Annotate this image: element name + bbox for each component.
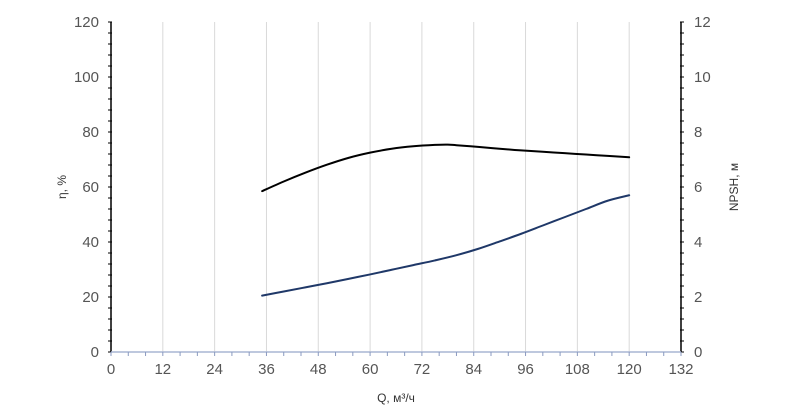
y-right-tick-label: 10: [694, 69, 711, 86]
x-tick-label: 132: [668, 361, 693, 378]
axes: [108, 21, 684, 356]
x-tick-label: 0: [107, 361, 115, 378]
x-tick-label: 48: [310, 361, 327, 378]
efficiency-curve: [261, 143, 631, 193]
x-tick-label: 96: [517, 361, 534, 378]
npsh-curve: [261, 194, 631, 297]
y-left-tick-label: 0: [91, 344, 99, 361]
x-tick-label: 108: [565, 361, 590, 378]
y-right-tick-label: 0: [694, 344, 702, 361]
y-right-tick-label: 6: [694, 179, 702, 196]
x-tick-label: 60: [362, 361, 379, 378]
x-tick-label: 36: [258, 361, 275, 378]
y-right-tick-label: 12: [694, 14, 711, 31]
y-left-tick-label: 120: [74, 14, 99, 31]
y-right-tick-label: 4: [694, 234, 702, 251]
x-tick-label: 120: [617, 361, 642, 378]
x-tick-label: 24: [206, 361, 223, 378]
x-tick-label: 12: [154, 361, 171, 378]
y-left-tick-label: 80: [82, 124, 99, 141]
y-left-tick-label: 60: [82, 179, 99, 196]
y-left-tick-label: 20: [82, 289, 99, 306]
y-right-tick-label: 8: [694, 124, 702, 141]
x-axis-title: Q, м³/ч: [377, 391, 415, 405]
y-right-axis-title: NPSH, м: [727, 163, 741, 211]
y-left-tick-label: 100: [74, 69, 99, 86]
labels: Q, м³/ч η, % NPSH, м 0 12 24 36 48 60 72 84 96 10…: [55, 14, 741, 405]
grid: [162, 22, 630, 352]
series-layer: [261, 143, 631, 297]
y-right-tick-label: 2: [694, 289, 702, 306]
x-tick-label: 84: [465, 361, 482, 378]
y-left-tick-label: 40: [82, 234, 99, 251]
y-left-axis-title: η, %: [55, 175, 69, 199]
x-tick-label: 72: [414, 361, 431, 378]
